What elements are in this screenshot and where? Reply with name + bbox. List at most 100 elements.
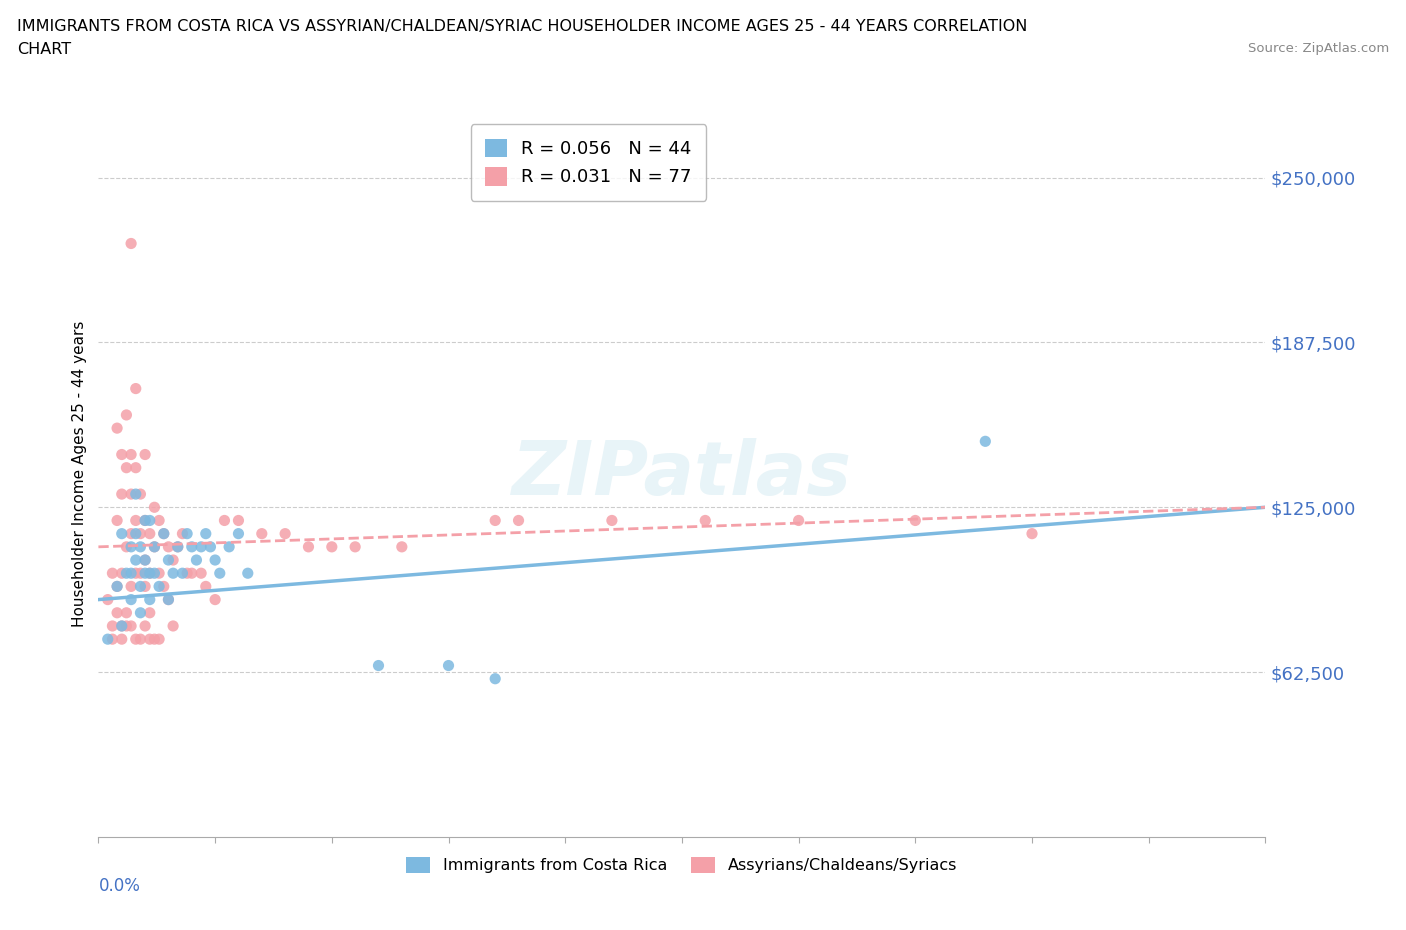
Point — [120, 592, 142, 607]
Point — [111, 486, 134, 501]
Point — [344, 539, 367, 554]
Point — [190, 565, 212, 580]
Point — [97, 631, 120, 646]
Point — [172, 526, 194, 541]
Point — [125, 460, 148, 475]
Point — [120, 539, 142, 554]
Point — [111, 618, 134, 633]
Point — [148, 579, 170, 594]
Point — [115, 605, 138, 620]
Point — [236, 565, 259, 580]
Text: Source: ZipAtlas.com: Source: ZipAtlas.com — [1249, 42, 1389, 55]
Point — [129, 526, 152, 541]
Point — [157, 592, 180, 607]
Point — [152, 579, 174, 594]
Point — [143, 539, 166, 554]
Point — [115, 539, 138, 554]
Point — [484, 671, 506, 686]
Point — [218, 539, 240, 554]
Point — [143, 565, 166, 580]
Point — [120, 236, 142, 251]
Point — [904, 513, 927, 528]
Point — [101, 631, 124, 646]
Point — [139, 513, 162, 528]
Point — [134, 513, 156, 528]
Point — [101, 618, 124, 633]
Point — [274, 526, 297, 541]
Point — [105, 605, 128, 620]
Point — [484, 513, 506, 528]
Point — [111, 565, 134, 580]
Point — [166, 539, 188, 554]
Text: 0.0%: 0.0% — [98, 877, 141, 895]
Point — [139, 565, 162, 580]
Point — [143, 539, 166, 554]
Text: CHART: CHART — [17, 42, 70, 57]
Point — [111, 631, 134, 646]
Point — [204, 552, 226, 567]
Point — [134, 618, 156, 633]
Point — [125, 381, 148, 396]
Point — [180, 539, 202, 554]
Point — [297, 539, 319, 554]
Text: IMMIGRANTS FROM COSTA RICA VS ASSYRIAN/CHALDEAN/SYRIAC HOUSEHOLDER INCOME AGES 2: IMMIGRANTS FROM COSTA RICA VS ASSYRIAN/C… — [17, 19, 1028, 33]
Point — [125, 631, 148, 646]
Point — [120, 579, 142, 594]
Point — [129, 486, 152, 501]
Point — [152, 526, 174, 541]
Point — [148, 565, 170, 580]
Point — [129, 579, 152, 594]
Point — [125, 565, 148, 580]
Point — [139, 631, 162, 646]
Point — [157, 592, 180, 607]
Point — [172, 565, 194, 580]
Point — [162, 565, 184, 580]
Point — [129, 539, 152, 554]
Point — [120, 526, 142, 541]
Legend: Immigrants from Costa Rica, Assyrians/Chaldeans/Syriacs: Immigrants from Costa Rica, Assyrians/Ch… — [399, 850, 965, 880]
Point — [194, 526, 217, 541]
Point — [115, 407, 138, 422]
Text: ZIPatlas: ZIPatlas — [512, 438, 852, 511]
Point — [129, 631, 152, 646]
Point — [152, 526, 174, 541]
Point — [115, 565, 138, 580]
Point — [228, 526, 250, 541]
Point — [208, 565, 231, 580]
Point — [139, 605, 162, 620]
Point — [139, 526, 162, 541]
Point — [101, 565, 124, 580]
Point — [180, 565, 202, 580]
Point — [115, 618, 138, 633]
Point — [125, 526, 148, 541]
Point — [148, 513, 170, 528]
Point — [134, 552, 156, 567]
Point — [600, 513, 623, 528]
Point — [143, 499, 166, 514]
Point — [120, 618, 142, 633]
Point — [97, 592, 120, 607]
Point — [250, 526, 273, 541]
Point — [321, 539, 343, 554]
Point — [787, 513, 810, 528]
Point — [367, 658, 389, 673]
Point — [120, 486, 142, 501]
Point — [105, 420, 128, 435]
Point — [120, 447, 142, 462]
Point — [157, 552, 180, 567]
Point — [111, 447, 134, 462]
Point — [139, 565, 162, 580]
Point — [134, 447, 156, 462]
Point — [1021, 526, 1043, 541]
Point — [695, 513, 717, 528]
Point — [143, 631, 166, 646]
Point — [129, 565, 152, 580]
Point — [134, 579, 156, 594]
Point — [111, 618, 134, 633]
Point — [194, 579, 217, 594]
Point — [162, 618, 184, 633]
Point — [176, 565, 198, 580]
Point — [105, 579, 128, 594]
Y-axis label: Householder Income Ages 25 - 44 years: Householder Income Ages 25 - 44 years — [72, 321, 87, 628]
Point — [228, 513, 250, 528]
